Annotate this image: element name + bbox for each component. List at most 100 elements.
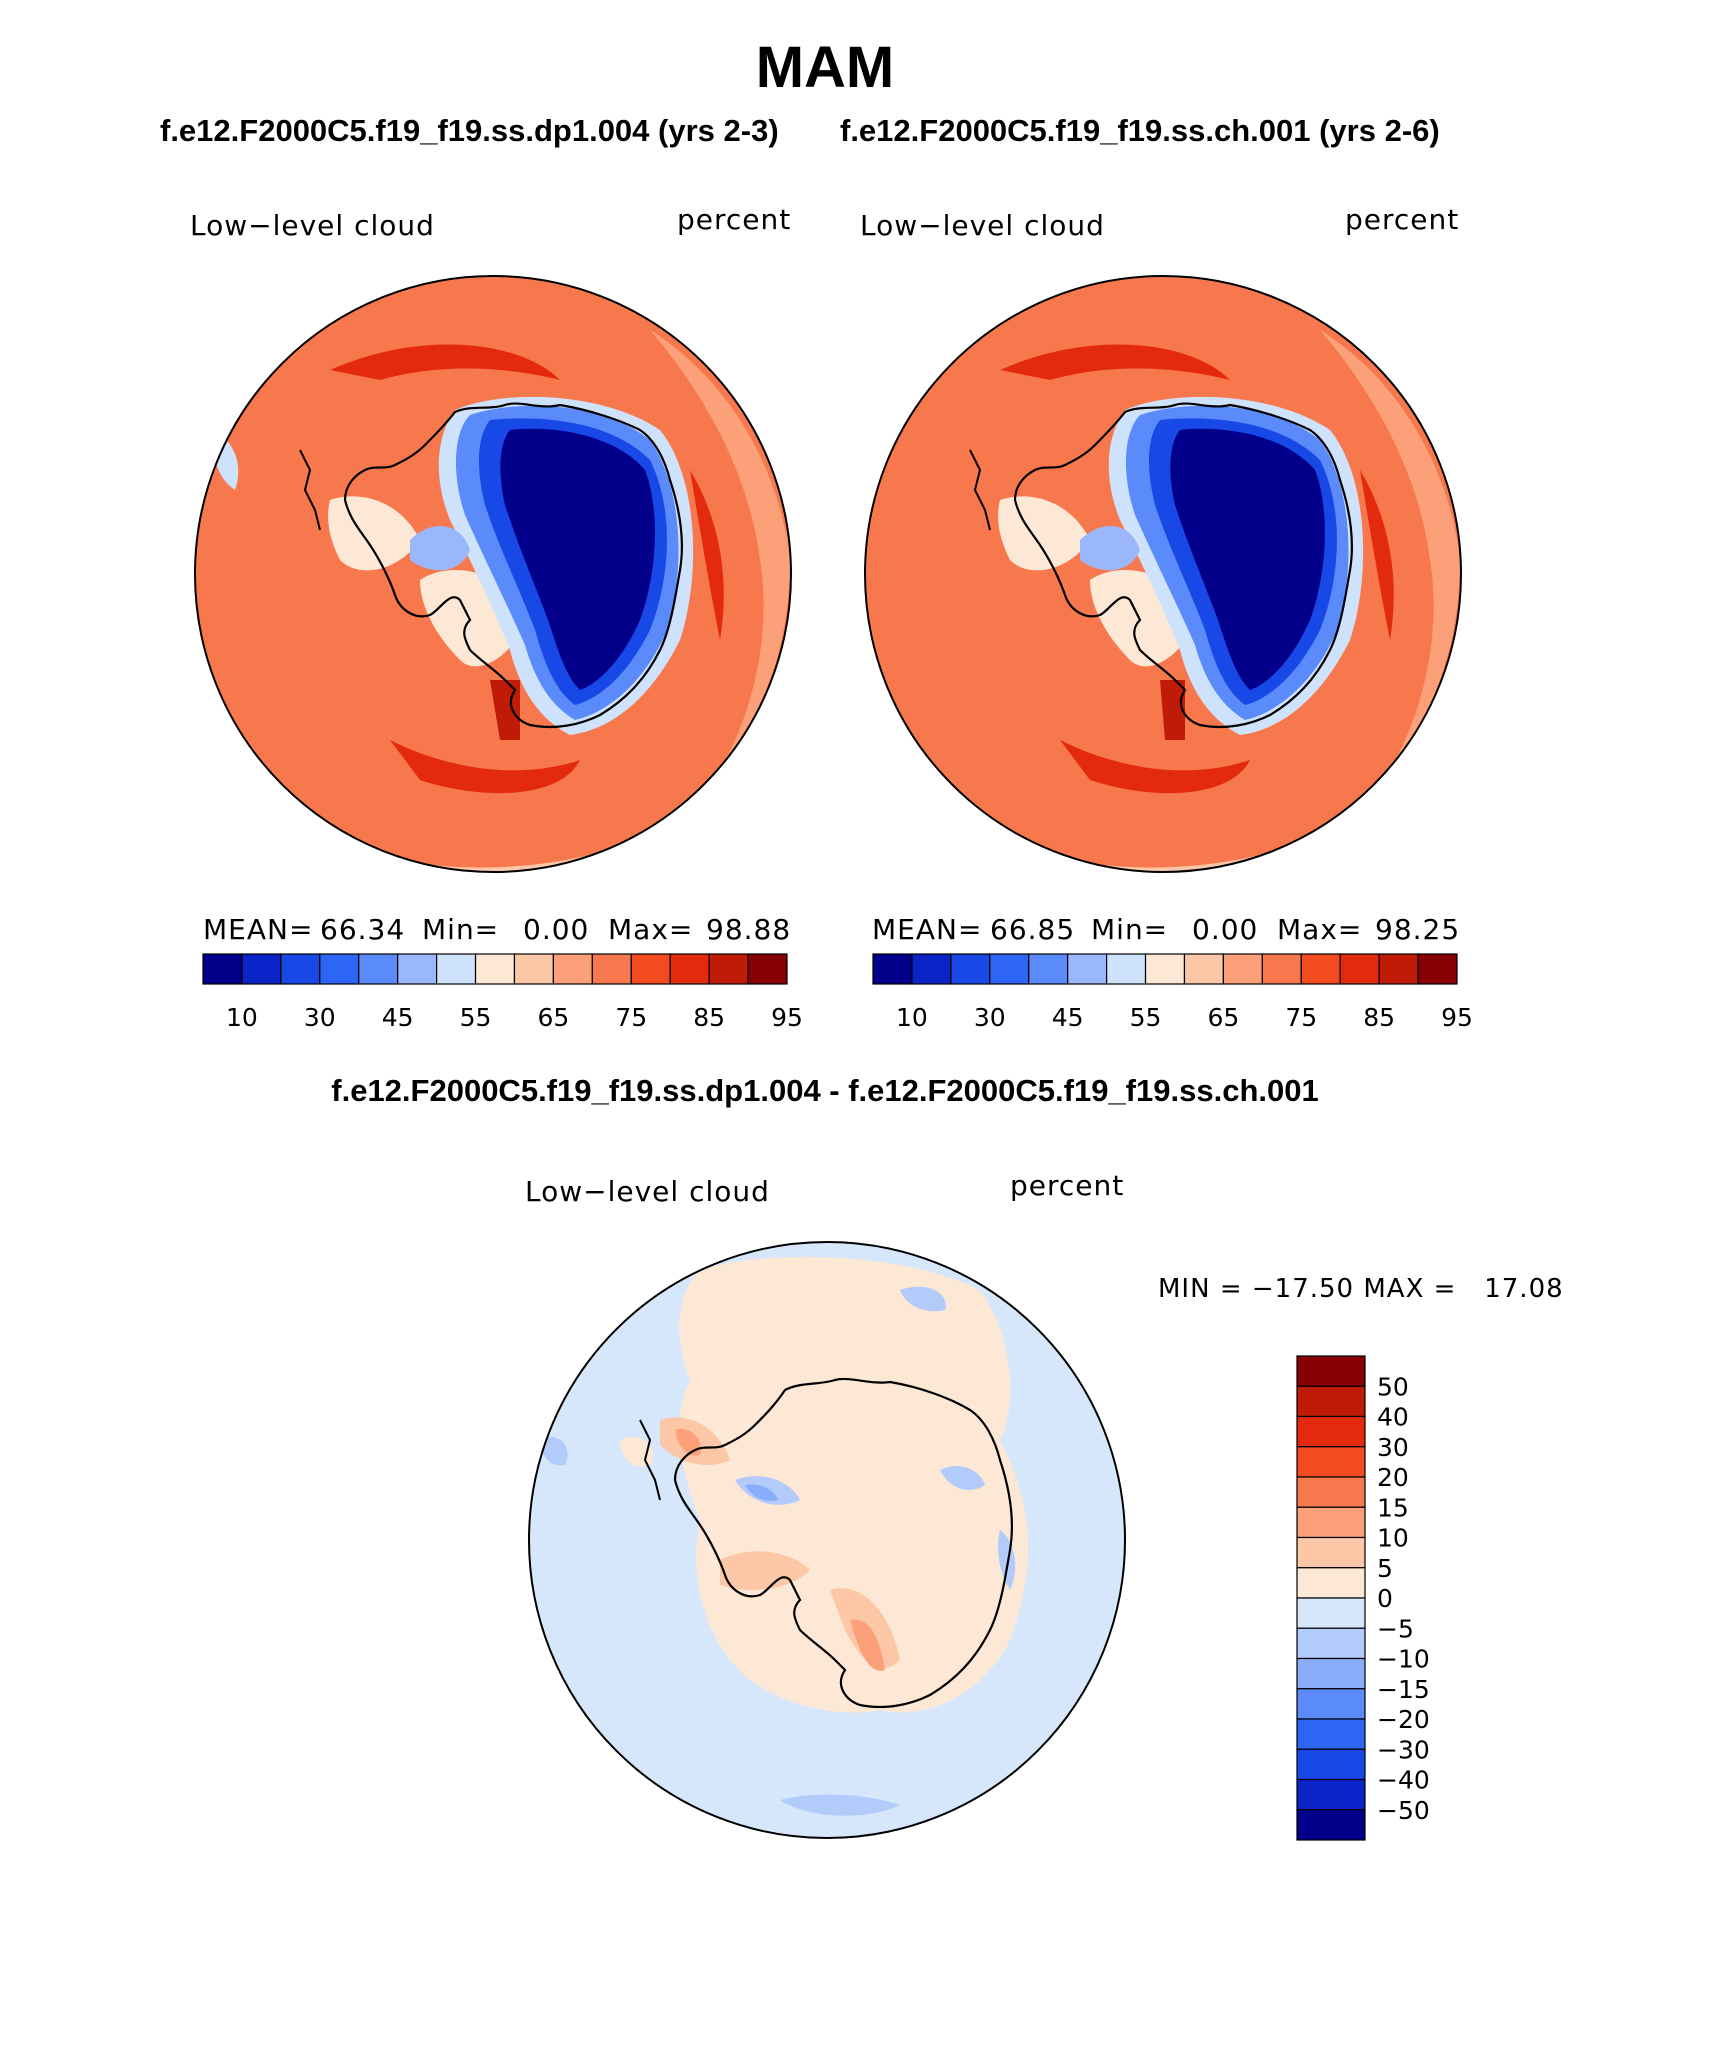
panel-a-colorbar-box	[397, 953, 438, 985]
panel-c-colorbar-box	[1296, 1748, 1366, 1781]
panel-c-peninsula-line	[639, 1419, 661, 1501]
panel-a-colorbar-box	[591, 953, 632, 985]
panel-b-colorbar: 10 30 45 55 65 75 85 95	[872, 953, 1473, 1032]
panel-c-colorbar-label: 30	[1377, 1433, 1409, 1462]
panel-c-colorbar-box	[1296, 1567, 1366, 1599]
panel-a-coastline	[343, 402, 684, 729]
panel-b-colorbar-box	[989, 953, 1030, 985]
panel-b-colorbar-box	[1300, 953, 1341, 985]
panel-c-colorbar-box	[1296, 1718, 1366, 1750]
panel-c-colorbar-label: 10	[1377, 1524, 1409, 1553]
panel-c-colorbar-label: 15	[1377, 1493, 1409, 1522]
panel-c-colorbar-box	[1296, 1627, 1366, 1660]
panel-b-colorbar-box	[1105, 953, 1147, 985]
panel-a-colorbar-box	[747, 953, 788, 985]
panel-a-colorbar-label: 10	[226, 1003, 258, 1032]
panel-a-colorbar-label: 45	[382, 1003, 414, 1032]
panel-c-colorbar-box	[1296, 1657, 1366, 1690]
panel-c-map	[528, 1241, 1126, 1839]
panel-b-colorbar-box	[1067, 953, 1108, 985]
panel-c-colorbar-box	[1296, 1476, 1366, 1508]
panel-c-minmax: MIN = −17.50 MAX = 17.08	[1158, 1274, 1564, 1304]
panel-c-colorbar-label: 5	[1377, 1554, 1393, 1583]
panel-b-colorbar-label: 30	[974, 1003, 1006, 1032]
figure-title: MAM	[755, 35, 895, 100]
panel-c-units: percent	[1010, 1169, 1125, 1202]
panel-b-units: percent	[1345, 203, 1460, 236]
panel-a-colorbar-box	[552, 953, 593, 985]
panel-c-colorbar-box	[1296, 1415, 1366, 1448]
panel-b-colorbar-label: 10	[896, 1003, 928, 1032]
panel-a-min-label: Min=	[422, 913, 500, 946]
panel-b-colorbar-box	[1028, 953, 1069, 985]
panel-a-units: percent	[677, 203, 792, 236]
panel-c-colorbar-label: 40	[1377, 1403, 1409, 1432]
panel-a-colorbar-box	[436, 953, 477, 985]
panel-b-colorbar-label: 75	[1285, 1003, 1317, 1032]
panel-a-colorbar-label: 55	[460, 1003, 492, 1032]
panel-a-max: 98.88	[706, 913, 792, 946]
panel-b-colorbar-label: 95	[1441, 1003, 1473, 1032]
panel-b-mean-label: MEAN=	[872, 913, 983, 946]
panel-a-colorbar: 10 30 45 55 65 75 85 95	[202, 953, 803, 1032]
panel-c-variable: Low−level cloud	[525, 1175, 770, 1208]
panel-a-min: 0.00	[523, 913, 590, 946]
panel-b-coastline	[1013, 402, 1354, 729]
panel-a-colorbar-box	[513, 953, 555, 985]
case-a-title: f.e12.F2000C5.f19_f19.ss.dp1.004 (yrs 2-…	[160, 113, 779, 148]
panel-a-colorbar-label: 95	[771, 1003, 803, 1032]
panel-c-colorbar-box	[1296, 1385, 1366, 1418]
panel-b-colorbar-box	[1144, 953, 1186, 985]
panel-a-peninsula-line	[299, 449, 321, 531]
panel-c-colorbar-label: 50	[1377, 1372, 1409, 1401]
panel-b-max-label: Max=	[1277, 913, 1363, 946]
panel-c-colorbar-label: −50	[1377, 1796, 1430, 1825]
panel-a-map-border	[194, 275, 792, 873]
panel-a-colorbar-box	[358, 953, 399, 985]
panel-c-colorbar-label: −30	[1377, 1735, 1430, 1764]
panel-a-colorbar-label: 30	[304, 1003, 336, 1032]
panel-c-colorbar-label: −40	[1377, 1766, 1430, 1795]
panel-c-colorbar-label: 0	[1377, 1584, 1393, 1613]
panel-c-colorbar-box	[1296, 1688, 1366, 1720]
panel-c-colorbar-box	[1296, 1536, 1366, 1569]
panel-a-colorbar-box	[202, 953, 243, 985]
panel-a-colorbar-box	[241, 953, 282, 985]
panel-a-mean-label: MEAN=	[203, 913, 314, 946]
panel-b-colorbar-label: 45	[1052, 1003, 1084, 1032]
panel-c-colorbar-box	[1296, 1506, 1366, 1539]
panel-a-colorbar-box	[669, 953, 710, 985]
panel-b-peninsula-line	[969, 449, 991, 531]
panel-c-colorbar-box	[1296, 1597, 1366, 1629]
panel-a-colorbar-box	[474, 953, 516, 985]
difference-title: f.e12.F2000C5.f19_f19.ss.dp1.004 - f.e12…	[331, 1073, 1319, 1108]
panel-a-colorbar-box	[630, 953, 671, 985]
panel-b-colorbar-label: 85	[1363, 1003, 1395, 1032]
panel-a-variable: Low−level cloud	[190, 209, 435, 242]
panel-b-map-border	[864, 275, 1462, 873]
panel-b-colorbar-label: 55	[1130, 1003, 1162, 1032]
panel-b-variable: Low−level cloud	[860, 209, 1105, 242]
panel-c-colorbar-label: −10	[1377, 1645, 1430, 1674]
panel-c-map-border	[528, 1241, 1126, 1839]
panel-c-colorbar-box	[1296, 1809, 1366, 1841]
case-b-title: f.e12.F2000C5.f19_f19.ss.ch.001 (yrs 2-6…	[840, 113, 1440, 148]
panel-b-min-label: Min=	[1091, 913, 1169, 946]
panel-c-colorbar-label: −5	[1377, 1614, 1414, 1643]
panel-b-max: 98.25	[1375, 913, 1461, 946]
panel-c-colorbar-label: −20	[1377, 1705, 1430, 1734]
panel-c-coastline	[673, 1377, 1014, 1709]
panel-b-colorbar-label: 65	[1207, 1003, 1239, 1032]
panel-b-colorbar-box	[911, 953, 952, 985]
panel-b-colorbar-box	[1183, 953, 1225, 985]
panel-b-colorbar-box	[1378, 953, 1419, 985]
panel-a-colorbar-box	[280, 953, 321, 985]
panel-c-colorbar-label: 20	[1377, 1463, 1409, 1492]
panel-c-colorbar-box	[1296, 1446, 1366, 1478]
panel-b-colorbar-box	[950, 953, 991, 985]
panel-a-colorbar-box	[708, 953, 749, 985]
panel-a-colorbar-label: 85	[693, 1003, 725, 1032]
panel-a-colorbar-label: 75	[615, 1003, 647, 1032]
panel-a-map	[194, 275, 792, 873]
